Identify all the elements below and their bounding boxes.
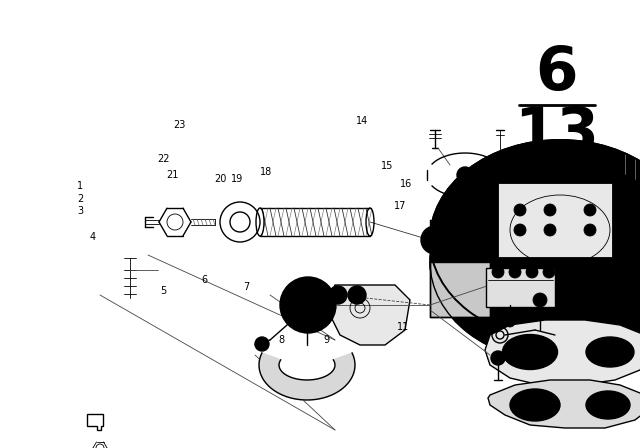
Text: 12: 12 <box>480 194 493 204</box>
Text: 13: 13 <box>515 105 599 164</box>
Circle shape <box>584 224 596 236</box>
Circle shape <box>329 286 347 304</box>
Text: 7: 7 <box>243 282 250 292</box>
Circle shape <box>348 286 366 304</box>
Ellipse shape <box>502 335 557 370</box>
Circle shape <box>315 290 325 300</box>
Circle shape <box>255 337 269 351</box>
Circle shape <box>526 266 538 278</box>
Ellipse shape <box>586 391 630 419</box>
Ellipse shape <box>586 337 634 367</box>
Circle shape <box>421 226 449 254</box>
Ellipse shape <box>430 162 640 362</box>
Circle shape <box>544 204 556 216</box>
FancyBboxPatch shape <box>486 268 555 307</box>
Polygon shape <box>259 353 355 400</box>
Circle shape <box>492 266 504 278</box>
Circle shape <box>280 277 336 333</box>
Polygon shape <box>488 380 640 428</box>
Text: 3: 3 <box>77 206 83 215</box>
FancyBboxPatch shape <box>498 183 612 257</box>
Text: 1: 1 <box>77 181 83 191</box>
Bar <box>430 262 490 317</box>
Text: 18: 18 <box>259 168 272 177</box>
Circle shape <box>505 317 515 327</box>
Text: 10: 10 <box>301 313 314 323</box>
Text: 9: 9 <box>323 336 330 345</box>
Circle shape <box>509 266 521 278</box>
Polygon shape <box>87 414 103 430</box>
Text: 14: 14 <box>355 116 368 126</box>
Text: 19: 19 <box>230 174 243 184</box>
Text: 5: 5 <box>160 286 166 296</box>
Ellipse shape <box>430 140 640 340</box>
Circle shape <box>491 351 505 365</box>
Text: 15: 15 <box>381 161 394 171</box>
Circle shape <box>543 266 555 278</box>
Circle shape <box>457 167 473 183</box>
Text: 17: 17 <box>394 201 406 211</box>
Text: 23: 23 <box>173 121 186 130</box>
Circle shape <box>584 204 596 216</box>
Text: 8: 8 <box>278 336 285 345</box>
Polygon shape <box>330 285 410 345</box>
Text: 16: 16 <box>400 179 413 189</box>
Circle shape <box>514 224 526 236</box>
Circle shape <box>544 224 556 236</box>
Polygon shape <box>485 320 640 385</box>
Text: 4: 4 <box>90 233 96 242</box>
Circle shape <box>533 293 547 307</box>
Text: 6: 6 <box>202 275 208 285</box>
Text: 6: 6 <box>536 44 578 103</box>
Text: 11: 11 <box>397 322 410 332</box>
Circle shape <box>514 204 526 216</box>
Text: 22: 22 <box>157 154 170 164</box>
Text: 21: 21 <box>166 170 179 180</box>
Ellipse shape <box>510 389 560 421</box>
Text: 2: 2 <box>77 194 83 204</box>
Text: 20: 20 <box>214 174 227 184</box>
Text: 13: 13 <box>442 194 454 204</box>
